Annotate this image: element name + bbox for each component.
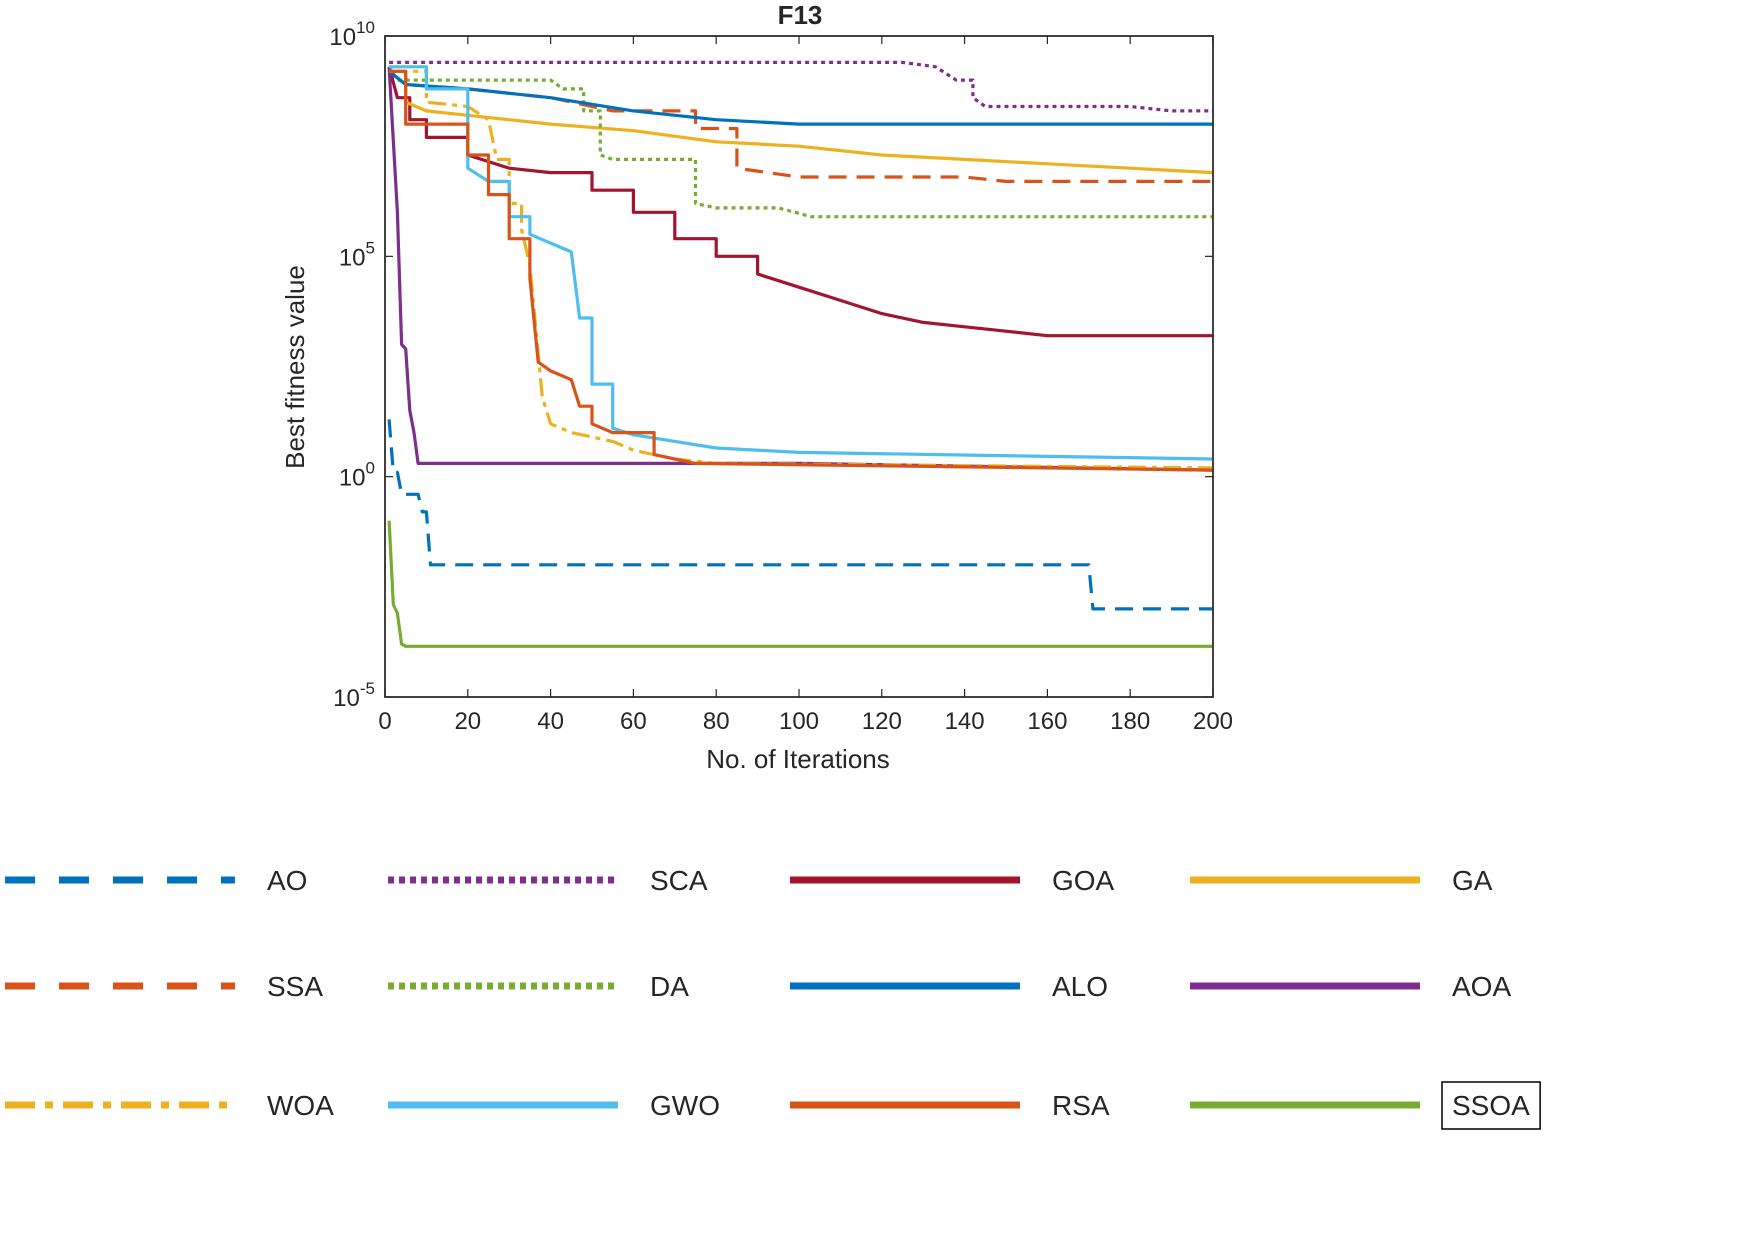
y-tick-label: 10-5	[333, 679, 375, 712]
series-line-alo	[388, 70, 1213, 126]
legend-label-ao: AO	[267, 865, 307, 896]
y-axis-label: Best fitness value	[280, 265, 310, 469]
legend-label-ga: GA	[1452, 865, 1493, 896]
series-line-ga	[389, 69, 1214, 175]
x-tick-label: 0	[378, 708, 391, 735]
legend-label-aoa: AOA	[1452, 971, 1511, 1002]
chart-title: F13	[778, 0, 823, 30]
x-tick-label: 160	[1027, 708, 1067, 735]
series-line-ssoa	[387, 520, 1213, 648]
legend-item-woa: WOA	[5, 1090, 334, 1121]
series-line-goa	[387, 66, 1213, 338]
legend-label-sca: SCA	[650, 865, 708, 896]
x-tick-label: 20	[454, 708, 481, 735]
series-line-rsa	[389, 69, 1214, 472]
x-tick-label: 120	[862, 708, 902, 735]
series-layer	[387, 60, 1214, 648]
plot-area: 0 20 40 60 80 100 120 140 160 180 200 10-5 100 105 101…	[329, 18, 1233, 735]
series-line-ao	[387, 419, 1213, 611]
legend: AO SCA GOA GA SSA DA ALO AOA WOA GWO RSA SSOA	[5, 865, 1541, 1130]
legend-label-woa: WOA	[267, 1090, 334, 1121]
series-line-aoa	[387, 66, 1214, 472]
legend-label-gwo: GWO	[650, 1090, 720, 1121]
legend-label-goa: GOA	[1052, 865, 1115, 896]
x-axis-label: No. of Iterations	[706, 744, 890, 774]
x-tick-label: 80	[703, 708, 730, 735]
legend-item-gwo: GWO	[388, 1090, 720, 1121]
x-tick-label: 40	[537, 708, 564, 735]
legend-item-rsa: RSA	[790, 1090, 1110, 1121]
series-line-da	[387, 65, 1213, 219]
legend-item-ssa: SSA	[5, 971, 323, 1002]
y-tick-label: 100	[339, 459, 375, 492]
legend-label-alo: ALO	[1052, 971, 1108, 1002]
legend-label-rsa: RSA	[1052, 1090, 1110, 1121]
legend-highlight-box	[1441, 1081, 1541, 1130]
x-tick-label: 60	[620, 708, 647, 735]
legend-item-goa: GOA	[790, 865, 1115, 896]
series-line-woa	[389, 69, 1214, 470]
x-tick-label: 180	[1110, 708, 1150, 735]
legend-item-alo: ALO	[790, 971, 1108, 1002]
plot-box	[384, 35, 1214, 698]
series-line-sca	[389, 60, 1213, 113]
ticks-layer: 0 20 40 60 80 100 120 140 160 180 200 10-5 100 105 101…	[329, 18, 1233, 735]
x-tick-label: 140	[945, 708, 985, 735]
legend-item-aoa: AOA	[1190, 971, 1511, 1002]
legend-item-ga: GA	[1190, 865, 1493, 896]
legend-item-ssoa: SSOA	[1190, 1081, 1541, 1130]
y-tick-label: 1010	[329, 18, 375, 51]
x-tick-label: 200	[1193, 708, 1233, 735]
legend-label-da: DA	[650, 971, 689, 1002]
legend-label-ssoa: SSOA	[1452, 1090, 1530, 1121]
x-tick-label: 100	[779, 708, 819, 735]
legend-label-ssa: SSA	[267, 971, 323, 1002]
y-tick-label: 105	[339, 238, 375, 271]
legend-item-ao: AO	[5, 865, 307, 896]
legend-item-sca: SCA	[388, 865, 708, 896]
legend-item-da: DA	[388, 971, 689, 1002]
